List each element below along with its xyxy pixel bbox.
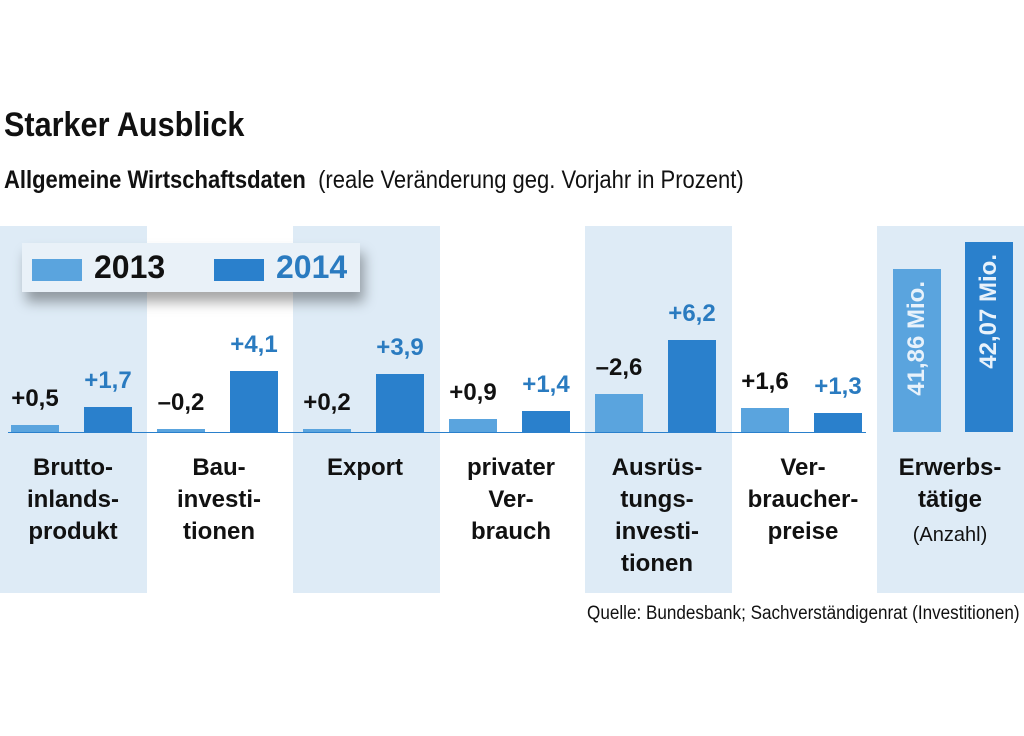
value-label-2014: +1,7: [84, 366, 132, 394]
bar-2013: [741, 408, 789, 432]
category-label: Ver- braucher- preise: [747, 454, 859, 545]
bar-2013: [11, 424, 59, 432]
legend: 2013 2014: [22, 243, 360, 292]
legend-swatch-2013: [32, 259, 82, 281]
bar-2013: [449, 418, 497, 432]
bar-2014: [522, 411, 570, 432]
value-label-2013: +0,5: [11, 384, 59, 412]
bar-2014: [668, 340, 716, 432]
category-label: Ausrüs- tungs- investi- tionen: [611, 454, 703, 577]
baseline: [8, 432, 866, 433]
bar-2013: [303, 429, 351, 432]
value-label-2014: +3,9: [376, 334, 424, 362]
bar-2013: [157, 429, 205, 432]
employment-bar-2014: [965, 242, 1013, 432]
category-label: Bau- investi- tionen: [176, 454, 262, 545]
bar-2013: [595, 393, 643, 432]
category-label: Erwerbs- tätige: [898, 454, 1002, 513]
subtitle-note: (reale Veränderung geg. Vorjahr in Proze…: [318, 166, 744, 194]
legend-label-2013: 2013: [94, 249, 166, 285]
value-label-2014: +1,3: [814, 372, 862, 400]
subtitle-bold: Allgemeine Wirtschaftsdaten: [4, 166, 306, 194]
value-label-2013: –2,6: [595, 353, 643, 381]
value-label-2013: +0,2: [303, 389, 351, 416]
chart-title: Starker Ausblick: [4, 106, 245, 144]
category-label: Brutto- inlands- produkt: [26, 454, 119, 545]
bar-2014: [376, 374, 424, 432]
employment-value-label: 42,07 Mio.: [975, 254, 1002, 369]
value-label-2013: +1,6: [741, 368, 789, 396]
category-sublabel: (Anzahl): [912, 524, 988, 546]
source-note: Quelle: Bundesbank; Sachverständigenrat …: [587, 603, 1020, 624]
bar-2014: [814, 412, 862, 432]
legend-label-2014: 2014: [276, 249, 348, 285]
value-label-2013: –0,2: [157, 389, 205, 416]
category-label: privater Ver- brauch: [466, 454, 556, 545]
employment-bar-2013: [893, 269, 941, 432]
value-label-2014: +1,4: [522, 371, 570, 399]
value-label-2014: +4,1: [230, 331, 278, 359]
bar-2014: [230, 371, 278, 432]
category-label: Export: [326, 454, 403, 481]
legend-swatch-2014: [214, 259, 264, 281]
value-label-2013: +0,9: [449, 378, 497, 406]
employment-value-label: 41,86 Mio.: [903, 281, 930, 396]
chart-subtitle: Allgemeine Wirtschaftsdaten (reale Veränd…: [4, 166, 744, 195]
bar-2014: [84, 406, 132, 432]
value-label-2014: +6,2: [668, 300, 716, 328]
